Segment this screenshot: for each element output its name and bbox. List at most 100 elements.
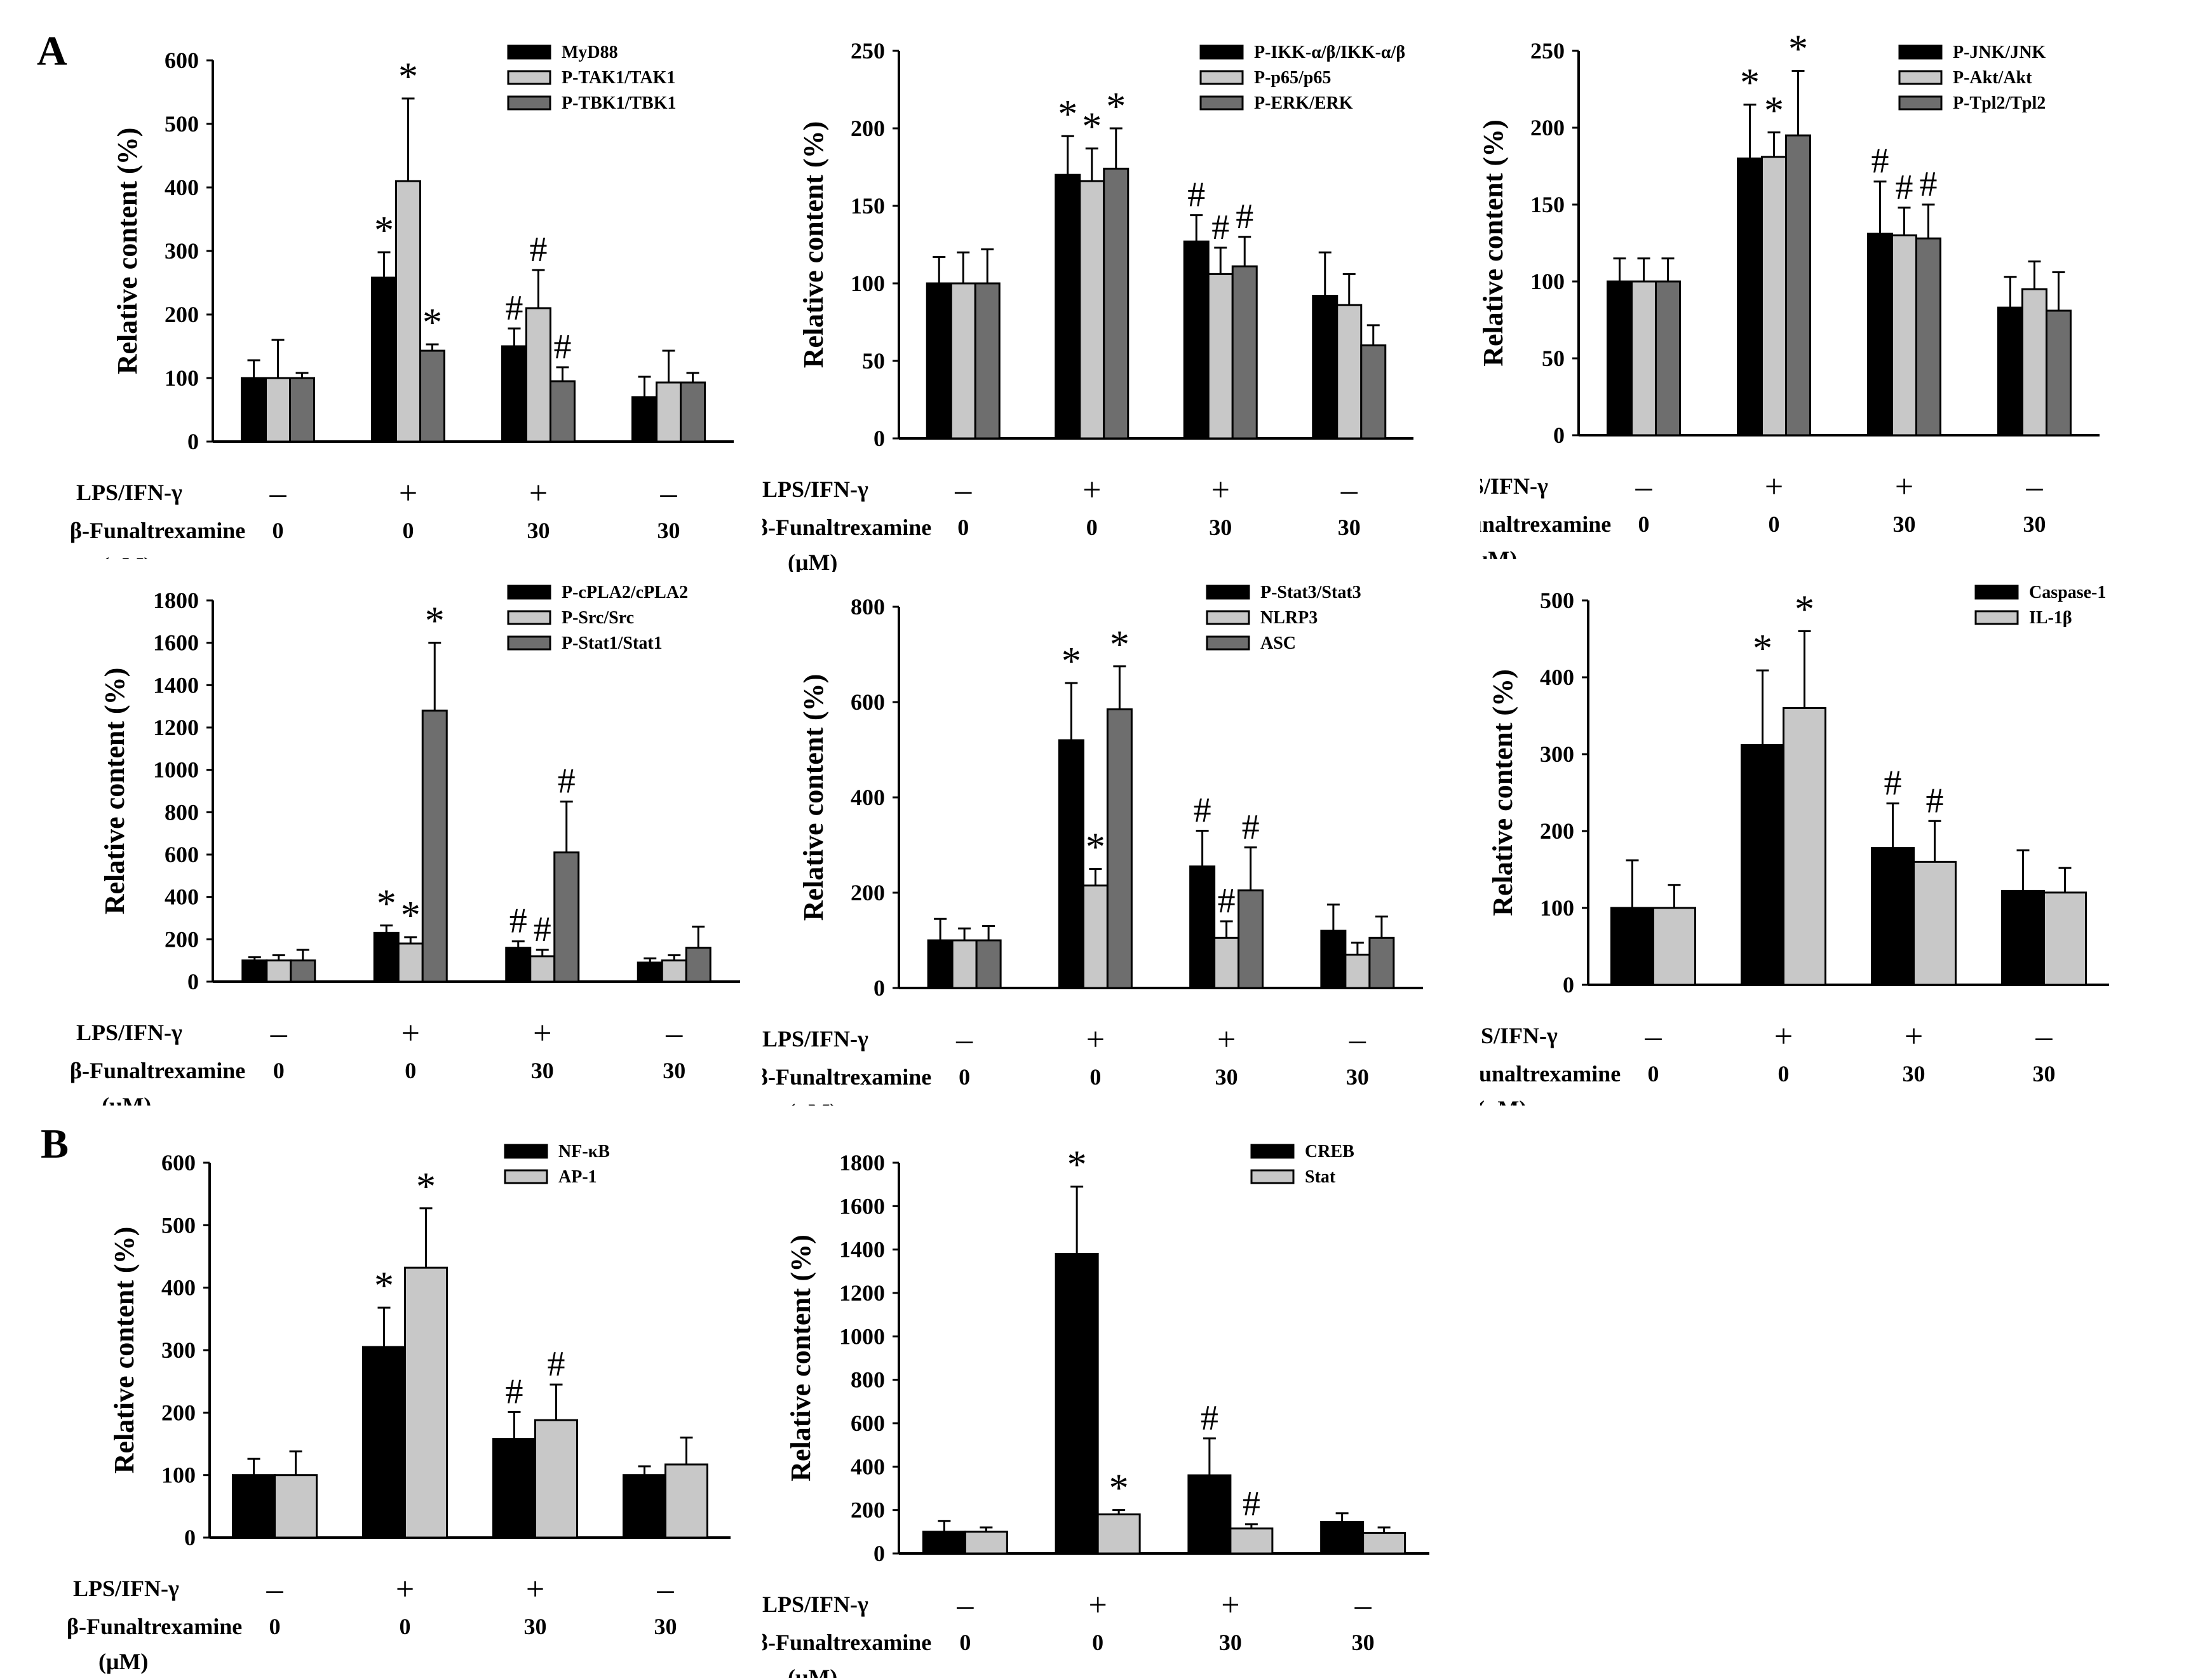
- legend-swatch: [504, 1169, 548, 1184]
- y-tick-label: 0: [1563, 972, 1574, 998]
- bar-AP-1: [664, 1463, 708, 1539]
- drug-dose: 30: [658, 518, 680, 543]
- y-tick-label: 800: [851, 1367, 885, 1393]
- bar-MyD88: [241, 377, 267, 443]
- drug-dose: 0: [1089, 1064, 1101, 1090]
- y-axis-label: Relative content (%): [1487, 669, 1518, 916]
- bar-IL-1β: [1783, 707, 1826, 986]
- y-tick-label: 400: [165, 884, 199, 910]
- significance-asterisk: *: [1788, 27, 1808, 71]
- bar-P-Stat1/Stat1: [421, 709, 448, 983]
- legend-label: P-Tpl2/Tpl2: [1953, 93, 2046, 113]
- treatment-sign: +: [1217, 1022, 1236, 1058]
- bar-IL-1β: [1913, 860, 1957, 986]
- bar-P-Stat3/Stat3: [1058, 739, 1084, 989]
- y-tick-label: 100: [161, 1463, 196, 1488]
- row-label-treatment: LPS/IFN-γ: [762, 1592, 868, 1617]
- significance-hash: #: [1187, 175, 1205, 215]
- treatment-sign: –: [660, 475, 678, 511]
- legend-swatch: [507, 610, 551, 625]
- legend-swatch: [507, 44, 551, 60]
- significance-hash: #: [1896, 168, 1913, 207]
- row-label-treatment: LPS/IFN-γ: [73, 1576, 179, 1601]
- significance-asterisk: *: [1058, 93, 1077, 136]
- bar-P-Tpl2/Tpl2: [2046, 309, 2072, 436]
- bar-MyD88: [501, 345, 527, 443]
- y-axis-label: Relative content (%): [112, 128, 143, 375]
- significance-hash: #: [1201, 1398, 1218, 1438]
- bar-CREB: [1187, 1474, 1232, 1555]
- row-label-unit: (μM): [98, 1649, 148, 1674]
- bar-NF-κB: [623, 1474, 666, 1539]
- significance-hash: #: [1920, 165, 1938, 204]
- row-label-unit: (μM): [1480, 546, 1517, 559]
- bar-P-cPLA2/cPLA2: [637, 961, 663, 983]
- bar-P-Src/Src: [529, 955, 556, 983]
- legend-swatch: [1206, 635, 1250, 651]
- bar-Caspase-1: [2001, 890, 2045, 986]
- bar-P-Stat1/Stat1: [290, 959, 316, 983]
- y-tick-label: 250: [851, 38, 885, 64]
- drug-dose: 0: [1092, 1630, 1103, 1655]
- treatment-sign: +: [533, 1015, 551, 1052]
- y-tick-label: 0: [873, 426, 885, 451]
- drug-dose: 0: [959, 1064, 970, 1090]
- bar-MyD88: [371, 276, 397, 443]
- drug-dose: 30: [527, 518, 550, 543]
- drug-dose: 30: [663, 1058, 685, 1083]
- legend-label: CREB: [1305, 1142, 1354, 1161]
- legend-label: P-ERK/ERK: [1254, 93, 1353, 113]
- row-label-treatment: LPS/IFN-γ: [76, 1020, 182, 1045]
- legend-label: ASC: [1260, 633, 1296, 653]
- drug-dose: 0: [959, 1630, 971, 1655]
- bar-P-ERK/ERK: [1231, 265, 1258, 440]
- significance-hash: #: [509, 902, 527, 941]
- bar-P-TAK1/TAK1: [265, 377, 291, 443]
- significance-asterisk: *: [416, 1165, 436, 1208]
- y-tick-label: 200: [161, 1400, 196, 1425]
- panel-label-a: A: [37, 28, 67, 74]
- bar-P-p65/p65: [1207, 273, 1234, 440]
- y-tick-label: 0: [1553, 423, 1565, 448]
- bar-AP-1: [404, 1266, 448, 1539]
- drug-dose: 30: [531, 1058, 554, 1083]
- treatment-sign: –: [2026, 469, 2044, 505]
- panel-label-b: B: [41, 1121, 69, 1167]
- significance-asterisk: *: [401, 894, 421, 937]
- chart-8: 0 200 400 600 800 1000 1200 1400 1600 1800 Relativ…: [762, 1142, 1429, 1678]
- legend-swatch: [1898, 70, 1943, 85]
- y-tick-label: 1200: [839, 1280, 885, 1306]
- legend-swatch: [1898, 44, 1943, 60]
- treatment-sign: –: [956, 1587, 974, 1623]
- row-label-treatment: LPS/IFN-γ: [1480, 1023, 1558, 1048]
- y-tick-label: 500: [165, 111, 199, 137]
- bar-P-Tpl2/Tpl2: [1915, 237, 1941, 436]
- drug-dose: 30: [1338, 515, 1361, 540]
- bar-P-Stat1/Stat1: [685, 947, 711, 983]
- bar-P-Stat1/Stat1: [553, 851, 580, 983]
- significance-hash: #: [1871, 142, 1889, 181]
- drug-dose: 30: [1352, 1630, 1375, 1655]
- y-tick-label: 1400: [839, 1237, 885, 1262]
- y-tick-label: 500: [1540, 588, 1574, 613]
- bar-ASC: [1238, 889, 1264, 989]
- treatment-sign: –: [955, 1022, 973, 1058]
- significance-asterisk: *: [1067, 1144, 1087, 1187]
- y-tick-label: 600: [165, 842, 199, 867]
- treatment-sign: +: [529, 475, 548, 511]
- bar-CREB: [1055, 1253, 1099, 1555]
- y-tick-label: 1200: [153, 715, 199, 740]
- treatment-sign: –: [657, 1571, 675, 1607]
- bar-NF-κB: [232, 1474, 276, 1539]
- significance-hash: #: [1926, 781, 1944, 820]
- y-tick-label: 50: [1542, 346, 1565, 371]
- drug-dose: 30: [1215, 1064, 1238, 1090]
- row-label-drug: β-Funaltrexamine: [70, 1058, 245, 1083]
- y-tick-label: 200: [1530, 115, 1565, 140]
- y-tick-label: 0: [187, 429, 199, 454]
- bar-NLRP3: [1344, 954, 1371, 989]
- bar-AP-1: [534, 1419, 578, 1539]
- drug-dose: 30: [524, 1614, 547, 1639]
